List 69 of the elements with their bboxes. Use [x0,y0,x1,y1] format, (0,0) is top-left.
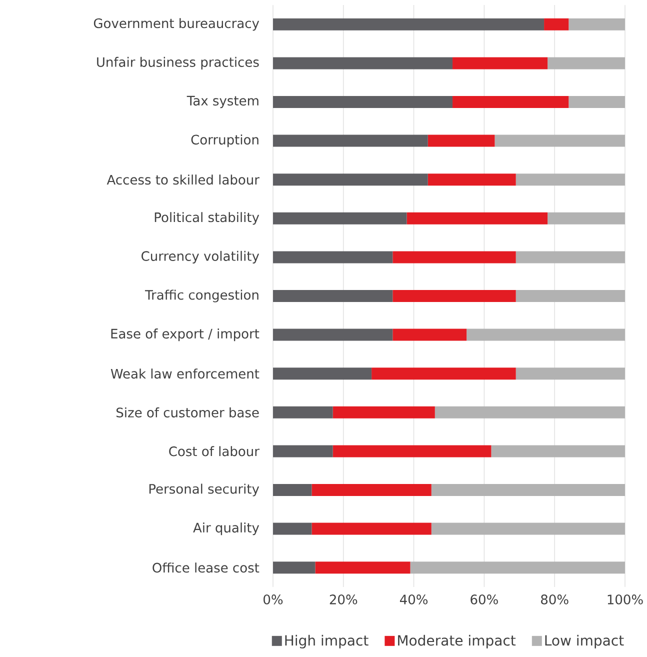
bar [312,522,432,535]
bar [372,368,516,380]
bar [273,522,312,535]
bar [392,251,516,264]
y-tick-label: Size of customer base [116,407,259,418]
x-tick-label: 100% [608,594,643,604]
y-tick-label: Cost of labour [169,446,260,456]
bar [273,251,393,264]
bar [548,212,626,224]
bar [434,406,626,418]
bar [466,328,626,341]
y-tick-label: Access to skilled labour [106,174,260,185]
y-tick-label: Government bureaucracy [94,18,260,31]
bar [392,290,516,302]
x-tick-label: 40% [400,594,428,604]
y-tick-label: Personal security [149,484,260,496]
y-tick-label: Tax system [186,96,258,108]
legend-label: Moderate impact [398,634,516,648]
bar [273,174,428,186]
y-tick-label: Currency volatility [142,250,260,264]
bar [548,57,626,70]
bar [273,212,407,224]
bar [406,212,548,224]
bar [312,484,432,496]
bar [273,134,428,147]
y-tick-label: Air quality [193,522,260,536]
bar [273,484,312,496]
y-tick-label: Traffic congestion [145,290,258,302]
legend-label: High impact [285,634,368,648]
bar [273,57,453,70]
bar [332,445,492,458]
y-tick-label: Office lease cost [152,562,260,573]
bar [273,96,453,108]
bar [568,18,626,30]
bar [452,96,569,108]
x-tick-label: 20% [330,594,358,604]
x-tick-label: 60% [470,594,498,604]
bar [544,18,569,30]
bar [516,368,626,380]
bar [273,406,333,418]
bar [568,96,626,108]
legend-label: Low impact [545,634,624,648]
bar [273,562,316,574]
x-tick-label: 0% [264,594,283,604]
y-tick-label: Corruption [191,134,258,148]
y-tick-label: Unfair business practices [97,56,259,70]
bar [273,445,333,458]
bar [410,562,626,574]
y-tick-label: Political stability [154,212,260,225]
bar [428,134,495,147]
bar [431,522,626,535]
y-tick-label: Weak law enforcement [110,368,260,379]
y-tick-label: Ease of export / import [111,328,260,342]
bar [392,328,467,341]
bar [516,290,626,302]
bar [494,134,626,147]
bar [516,174,626,186]
bar [273,290,393,302]
bar [491,445,626,458]
bar [452,57,548,70]
bar [428,174,516,186]
x-tick-label: 80% [541,594,568,604]
bar [516,251,626,264]
bar [431,484,626,496]
bar [273,18,544,30]
bar [273,368,372,380]
bar [315,562,410,574]
bar [273,328,393,341]
bar [332,406,435,418]
